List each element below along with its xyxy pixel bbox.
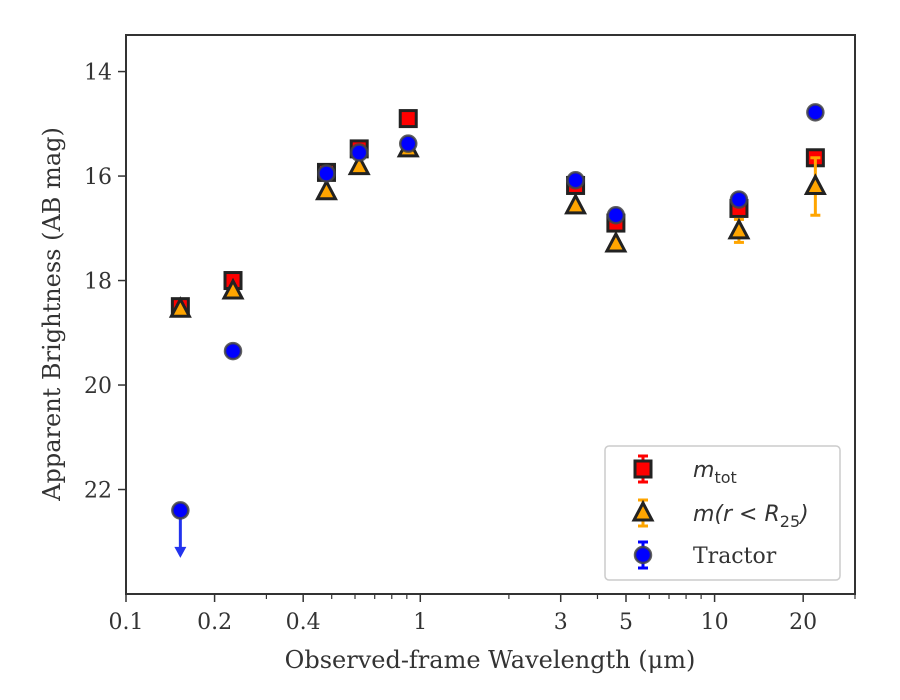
data-marks <box>168 103 827 558</box>
x-tick-label: 0.1 <box>109 610 144 635</box>
x-tick-label: 20 <box>789 610 817 635</box>
x-tick-label: 5 <box>619 610 633 635</box>
data-point-triangle <box>168 296 192 318</box>
x-tick-label: 10 <box>701 610 729 635</box>
data-point-circle <box>398 134 418 153</box>
legend-label: mtot <box>693 458 737 487</box>
data-point-circle <box>171 501 190 520</box>
x-tick-label: 0.2 <box>197 610 232 635</box>
y-tick-label: 22 <box>84 479 112 504</box>
data-point-circle <box>317 164 336 183</box>
data-point-triangle <box>803 173 827 196</box>
legend-frame <box>604 445 841 581</box>
y-axis-title: Apparent Brightness (AB mag) <box>38 127 66 502</box>
data-point-circle <box>606 205 626 225</box>
data-point-triangle <box>604 230 628 253</box>
legend: mtot m(r < R25) Tractor <box>604 445 841 581</box>
data-point-triangle <box>221 277 245 300</box>
data-point-circle <box>806 103 825 122</box>
data-point-circle <box>729 190 749 209</box>
y-tick-label: 20 <box>84 374 112 399</box>
data-point-triangle <box>314 178 338 201</box>
series-circle <box>171 103 825 558</box>
data-point-circle <box>223 341 243 361</box>
axis-ticks: 0.1 0.2 0.4 1 3 5 10 20 14 16 18 20 22 <box>84 61 856 635</box>
data-point-circle <box>566 170 585 190</box>
legend-marker-circle <box>633 545 653 565</box>
x-axis-title: Observed-frame Wavelength (μm) <box>285 646 696 674</box>
legend-marker-triangle <box>631 499 655 522</box>
data-point-triangle <box>347 153 371 176</box>
data-point-circle <box>349 143 369 162</box>
legend-marker-square <box>633 459 653 479</box>
x-tick-label: 0.4 <box>286 610 321 635</box>
x-tick-label: 3 <box>554 610 568 635</box>
x-tick-label: 1 <box>413 610 427 635</box>
data-point-square <box>398 109 418 129</box>
data-point-triangle <box>564 192 588 215</box>
upper-limit-arrowhead <box>174 546 187 558</box>
y-tick-label: 14 <box>84 61 112 86</box>
data-point-triangle <box>727 217 751 240</box>
y-tick-label: 16 <box>84 165 112 190</box>
legend-label: Tractor <box>693 544 777 569</box>
y-tick-label: 18 <box>84 270 112 295</box>
legend-label: m(r < R25) <box>693 502 809 531</box>
